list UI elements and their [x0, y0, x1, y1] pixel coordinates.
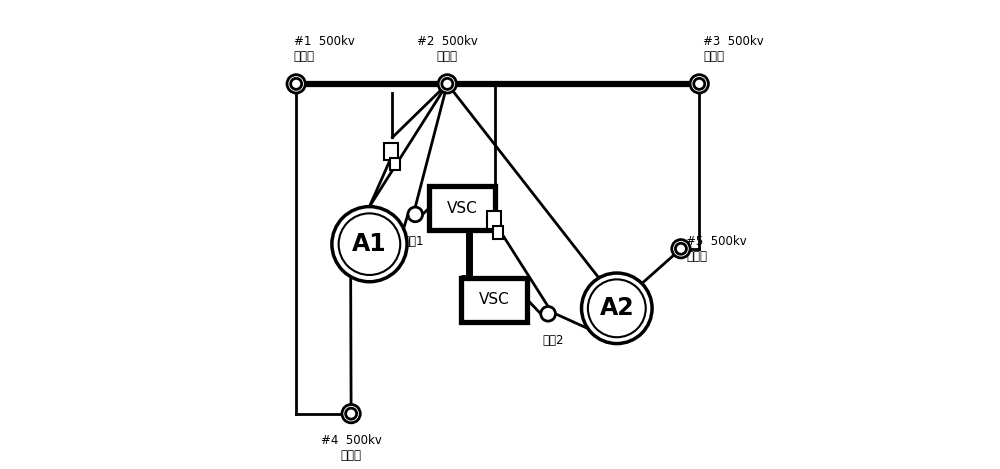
Text: VSC: VSC — [447, 201, 478, 216]
Text: A1: A1 — [352, 232, 387, 256]
Bar — [429, 186, 495, 230]
Circle shape — [541, 306, 555, 321]
Text: 节点2: 节点2 — [542, 334, 563, 348]
Circle shape — [438, 75, 456, 93]
Text: #4  500kv
变电站: #4 500kv 变电站 — [321, 434, 382, 462]
Circle shape — [582, 273, 652, 344]
Bar — [461, 278, 527, 322]
Circle shape — [690, 75, 708, 93]
Text: #1  500kv
变电站: #1 500kv 变电站 — [294, 35, 355, 63]
Text: 节点1: 节点1 — [402, 235, 424, 248]
Text: A2: A2 — [599, 296, 634, 320]
Circle shape — [675, 243, 686, 254]
Circle shape — [291, 78, 302, 89]
Circle shape — [332, 207, 407, 282]
Circle shape — [408, 207, 423, 222]
Circle shape — [694, 78, 705, 89]
Circle shape — [287, 75, 305, 93]
Circle shape — [346, 408, 357, 419]
Circle shape — [342, 404, 360, 423]
Circle shape — [672, 240, 690, 258]
Text: #2  500kv
变电站: #2 500kv 变电站 — [417, 35, 478, 63]
Text: #5  500kv
变电站: #5 500kv 变电站 — [686, 235, 747, 263]
Text: #3  500kv
变电站: #3 500kv 变电站 — [703, 35, 764, 63]
Bar — [493, 226, 503, 239]
Text: VSC: VSC — [479, 292, 510, 307]
Bar — [487, 212, 501, 229]
Bar — [390, 158, 400, 170]
Circle shape — [442, 78, 453, 89]
Bar — [384, 143, 398, 160]
